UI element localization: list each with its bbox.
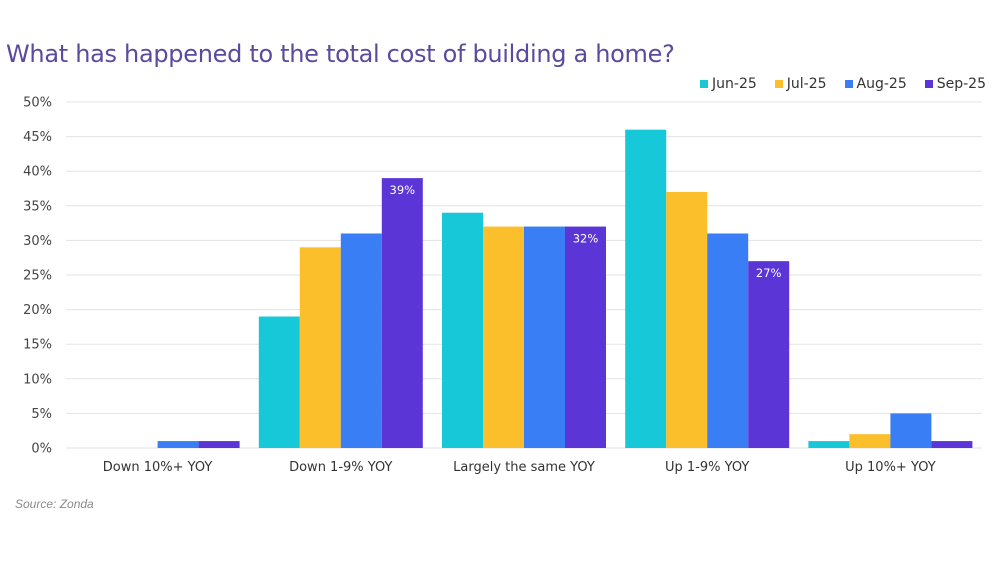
- y-tick-label: 40%: [23, 165, 52, 180]
- bar-aug-25-2: [524, 226, 565, 448]
- bar-jul-25-4: [849, 434, 891, 448]
- x-category-label: Down 1-9% YOY: [289, 460, 392, 475]
- x-category-label: Up 10%+ YOY: [845, 460, 936, 475]
- bar-sep-25-4: [931, 441, 973, 448]
- y-tick-label: 50%: [23, 96, 52, 111]
- legend-swatch-jul: [774, 80, 783, 88]
- legend-label-jun: Jun-25: [712, 76, 757, 92]
- bar-sep-25-0: [198, 441, 240, 448]
- y-tick-label: 5%: [31, 407, 52, 422]
- bars: [157, 129, 973, 448]
- chart-legend: Jun-25 Jul-25 Aug-25 Sep-25: [700, 76, 986, 92]
- y-axis: 0% 5% 10% 15% 20% 25% 30% 35% 40% 45% 50%: [23, 96, 52, 457]
- y-tick-label: 25%: [23, 269, 52, 284]
- bar-aug-25-0: [157, 441, 199, 448]
- bar-aug-25-1: [340, 233, 382, 448]
- legend-item-aug: Aug-25: [844, 76, 907, 92]
- y-tick-label: 35%: [23, 199, 52, 214]
- data-labels: 39% 32% 27%: [390, 183, 782, 280]
- data-label: 27%: [756, 266, 782, 280]
- bar-jul-25-2: [483, 226, 524, 448]
- bar-aug-25-3: [707, 233, 749, 448]
- x-category-label: Down 10%+ YOY: [103, 460, 213, 475]
- bar-jun-25-3: [625, 129, 667, 448]
- bar-sep-25-3: [748, 261, 790, 448]
- bar-jul-25-3: [666, 191, 708, 448]
- source-note: Source: Zonda: [15, 497, 94, 511]
- legend-swatch-aug: [844, 80, 853, 88]
- x-category-label: Up 1-9% YOY: [665, 460, 749, 475]
- bar-sep-25-1: [381, 178, 423, 448]
- bar-jun-25-2: [442, 212, 483, 448]
- y-tick-label: 0%: [31, 442, 52, 457]
- legend-label-sep: Sep-25: [936, 76, 986, 92]
- y-tick-label: 30%: [23, 234, 52, 249]
- legend-item-jun: Jun-25: [700, 76, 757, 92]
- bar-jul-25-1: [299, 247, 341, 448]
- x-category-label: Largely the same YOY: [453, 460, 595, 475]
- bar-jun-25-4: [808, 441, 850, 448]
- y-tick-label: 10%: [23, 372, 52, 387]
- legend-swatch-jun: [700, 80, 709, 88]
- data-label: 32%: [573, 232, 599, 246]
- bar-jun-25-1: [258, 316, 300, 448]
- x-axis: Down 10%+ YOY Down 1-9% YOY Largely the sa…: [103, 460, 936, 475]
- y-tick-label: 15%: [23, 338, 52, 353]
- y-tick-label: 20%: [23, 303, 52, 318]
- bar-sep-25-2: [565, 226, 606, 448]
- bar-aug-25-4: [890, 413, 932, 448]
- legend-item-jul: Jul-25: [774, 76, 827, 92]
- legend-item-sep: Sep-25: [924, 76, 986, 92]
- legend-label-jul: Jul-25: [786, 76, 827, 92]
- legend-label-aug: Aug-25: [856, 76, 907, 92]
- data-label: 39%: [390, 183, 416, 197]
- y-tick-label: 45%: [23, 130, 52, 145]
- chart-title: What has happened to the total cost of b…: [6, 40, 675, 68]
- legend-swatch-sep: [924, 80, 933, 88]
